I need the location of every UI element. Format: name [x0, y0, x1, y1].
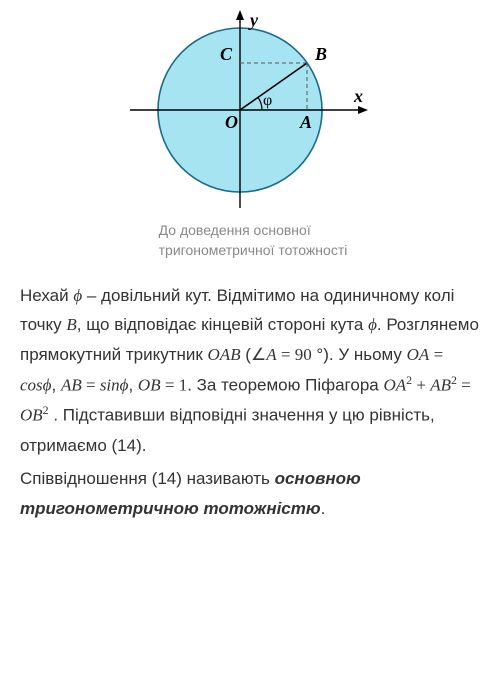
math-ab: AB	[430, 376, 451, 395]
eq: =	[161, 376, 179, 395]
x-axis-arrow	[358, 106, 368, 114]
t: Нехай	[20, 286, 73, 305]
t: Співвідношення (14) називають	[20, 469, 275, 488]
phi: ϕ	[73, 286, 82, 305]
point-o-label: O	[225, 112, 238, 132]
x-axis-label: x	[353, 86, 363, 106]
math-a: A	[266, 345, 276, 364]
unit-circle-diagram: x y φ O A B C	[130, 10, 370, 210]
point-b-label: B	[314, 44, 327, 64]
math-oa: OA	[383, 376, 406, 395]
y-axis-label: y	[248, 10, 259, 30]
phi: ϕ	[368, 315, 377, 334]
plus: +	[412, 376, 430, 395]
math-ab: AB	[61, 376, 82, 395]
caption-line1: До доведення основної	[159, 222, 311, 238]
eq: =	[82, 376, 100, 395]
one: 1	[179, 376, 188, 395]
t: .	[321, 499, 326, 518]
phi-label: φ	[263, 92, 272, 109]
t: (	[241, 345, 251, 364]
math-ob: OB	[20, 406, 43, 425]
sin: sin	[100, 376, 120, 395]
eq: =	[457, 376, 471, 395]
t: °). У ньому	[312, 345, 407, 364]
math-ob: OB	[138, 376, 161, 395]
angle-sym: ∠	[251, 345, 266, 364]
eq: =	[429, 345, 443, 364]
t: , що відповідає кінцевій стороні кута	[77, 315, 368, 334]
t: ,	[51, 376, 60, 395]
cos: cos	[20, 376, 43, 395]
point-c-label: C	[220, 44, 233, 64]
figure-caption: До доведення основної тригонометричної т…	[153, 220, 348, 261]
body-text: Нехай ϕ – довільний кут. Відмітимо на од…	[20, 281, 480, 524]
math-oa: OA	[407, 345, 430, 364]
t: . За теоремою Піфагора	[187, 376, 383, 395]
paragraph-2: Співвідношення (14) називають основною т…	[20, 464, 480, 524]
t: ,	[128, 376, 137, 395]
figure: x y φ O A B C До доведення основної триг…	[20, 10, 480, 261]
y-axis-arrow	[236, 10, 244, 20]
math-oab: OAB	[208, 345, 241, 364]
eq90: = 90	[277, 345, 312, 364]
paragraph-1: Нехай ϕ – довільний кут. Відмітимо на од…	[20, 281, 480, 461]
math-b: B	[66, 315, 76, 334]
t: . Підставивши відповідні значення у цю р…	[20, 406, 435, 455]
caption-line2: тригонометричної тотожності	[159, 242, 348, 258]
point-a-label: A	[299, 112, 312, 132]
